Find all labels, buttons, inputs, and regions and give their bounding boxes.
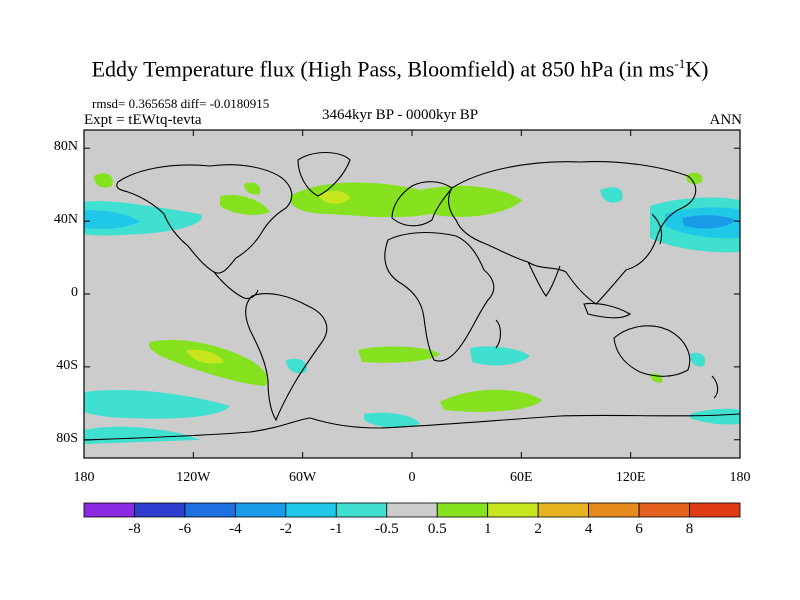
anomaly-region-pos (358, 346, 440, 363)
title-tail: K) (685, 56, 709, 82)
colorbar-label: 4 (584, 521, 593, 537)
lat-label: 80N (53, 139, 78, 155)
colorbar-label: -1 (330, 521, 343, 537)
coastline-greenland (297, 151, 351, 197)
anomaly-region-neg (690, 408, 740, 425)
anomaly-region-pos (440, 389, 542, 412)
coastline-africa (384, 232, 495, 362)
experiment-label: Expt = tEWtq-tevta (84, 112, 202, 128)
colorbar (83, 502, 741, 518)
anomaly-region-pos (186, 349, 224, 364)
anomaly-region-neg (84, 210, 140, 230)
lon-label: 0 (408, 470, 416, 485)
anomaly-region-pos (220, 194, 270, 215)
anomaly-region-pos (318, 190, 350, 204)
lon-label: 60E (510, 470, 533, 485)
colorbar-label: -0.5 (374, 521, 399, 537)
coastline-north-america (116, 164, 293, 274)
lon-label: 180 (729, 470, 751, 485)
colorbar-label: -6 (178, 521, 192, 537)
anomaly-region-neg (84, 389, 230, 419)
colorbar-label: 1 (483, 521, 492, 537)
title-superscript: -1 (674, 56, 686, 71)
colorbar-swatch (436, 502, 489, 518)
anomaly-region-pos (289, 182, 522, 218)
colorbar-label: -8 (128, 521, 141, 537)
lat-label: 0 (71, 285, 78, 300)
title-main: Eddy Temperature flux (High Pass, Bloomf… (91, 56, 675, 82)
coastline-australia (613, 325, 691, 377)
chart-title: Eddy Temperature flux (High Pass, Bloomf… (0, 56, 800, 82)
colorbar-swatch (134, 502, 186, 518)
colorbar-swatch (689, 502, 741, 518)
anomaly-region-neg (84, 426, 200, 444)
anomaly-region-pos (244, 182, 261, 195)
colorbar-label: 8 (685, 521, 694, 537)
coastline-madagascar (495, 319, 502, 349)
lon-label: 120W (176, 470, 211, 485)
coastline-japan (651, 213, 663, 245)
colorbar-swatch (537, 502, 590, 518)
coastline-indonesia (583, 302, 632, 319)
coastline-antarctica (83, 413, 741, 441)
lat-label: 40S (56, 357, 78, 373)
colorbar-label: 0.5 (427, 521, 447, 537)
colorbar-swatch (335, 502, 388, 518)
lon-label: 60W (289, 470, 317, 485)
colorbar-swatch (285, 502, 337, 518)
colorbar-swatch (83, 502, 135, 518)
colorbar-swatch (638, 502, 690, 518)
colorbar-label: 6 (635, 521, 643, 537)
anomaly-region-neg (682, 215, 736, 229)
season-label: ANN (709, 112, 743, 128)
lon-label: 180 (73, 470, 95, 485)
anomaly-region-pos (94, 173, 113, 188)
colorbar-label: 2 (534, 521, 542, 537)
colorbar-swatch (487, 502, 539, 518)
axis-ticks (83, 130, 741, 458)
colorbar-swatch (184, 502, 236, 518)
period-label: 3464kyr BP - 0000kyr BP (321, 107, 479, 123)
colorbar-label: -2 (279, 521, 293, 537)
coastlines (83, 151, 741, 441)
lon-label: 120E (615, 470, 646, 485)
stats-text: rmsd= 0.365658 diff= -0.0180915 (92, 96, 270, 111)
colorbar-swatch (234, 502, 287, 518)
anomaly-region-neg (286, 358, 307, 374)
coastline-asia (447, 161, 697, 305)
anomaly-region-neg (364, 412, 420, 428)
anomaly-region-neg (470, 346, 530, 366)
lat-label: 40N (53, 212, 78, 228)
coastline-india (527, 261, 561, 297)
colorbar-swatch (386, 502, 438, 518)
coastline-south-america (245, 293, 328, 422)
lat-label: 80S (56, 430, 78, 446)
colorbar-label: -4 (229, 521, 242, 537)
coastline-new-zealand (711, 375, 719, 399)
anomaly-fields (84, 172, 740, 444)
colorbar-swatch (588, 502, 640, 518)
anomaly-region-pos (686, 172, 703, 184)
anomaly-region-neg (600, 187, 623, 203)
anomaly-region-neg (690, 352, 706, 367)
